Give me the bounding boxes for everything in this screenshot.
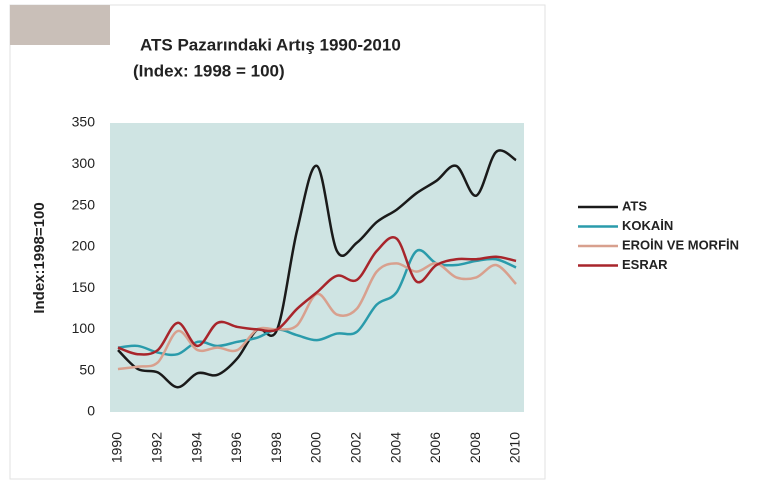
legend-label: ESRAR <box>622 257 668 272</box>
decor-block <box>10 5 110 45</box>
x-tick-label: 2010 <box>507 432 523 463</box>
y-tick-label: 250 <box>72 196 96 212</box>
legend-label: ATS <box>622 198 647 213</box>
y-tick-label: 100 <box>72 320 96 336</box>
y-axis-label: Index:1998=100 <box>31 202 48 313</box>
plot-area <box>110 123 524 412</box>
frame <box>9 4 546 480</box>
legend-label: KOKAİN <box>622 218 673 233</box>
y-tick-label: 150 <box>72 279 96 295</box>
x-tick-label: 1992 <box>148 432 164 463</box>
x-tick-label: 2000 <box>308 432 324 463</box>
x-tick-label: 1990 <box>109 432 125 463</box>
x-tick-label: 2006 <box>427 432 443 463</box>
y-tick-label: 300 <box>72 155 96 171</box>
x-tick-label: 2002 <box>348 432 364 463</box>
chart-subtitle: (Index: 1998 = 100) <box>133 61 285 80</box>
x-tick-label: 2004 <box>387 432 403 463</box>
y-tick-label: 200 <box>72 238 96 254</box>
y-tick-label: 0 <box>87 403 95 419</box>
series-line <box>117 149 517 389</box>
x-tick-label: 1998 <box>268 432 284 463</box>
y-tick-label: 50 <box>79 361 95 377</box>
chart-title: ATS Pazarındaki Artış 1990-2010 <box>140 35 401 54</box>
series-line <box>117 236 517 356</box>
series-line <box>117 248 517 357</box>
x-tick-label: 1996 <box>228 432 244 463</box>
series-line <box>117 262 517 371</box>
x-tick-label: 1994 <box>188 432 204 463</box>
y-tick-label: 350 <box>72 114 96 130</box>
legend-label: EROİN VE MORFİN <box>622 237 739 252</box>
x-tick-label: 2008 <box>467 432 483 463</box>
